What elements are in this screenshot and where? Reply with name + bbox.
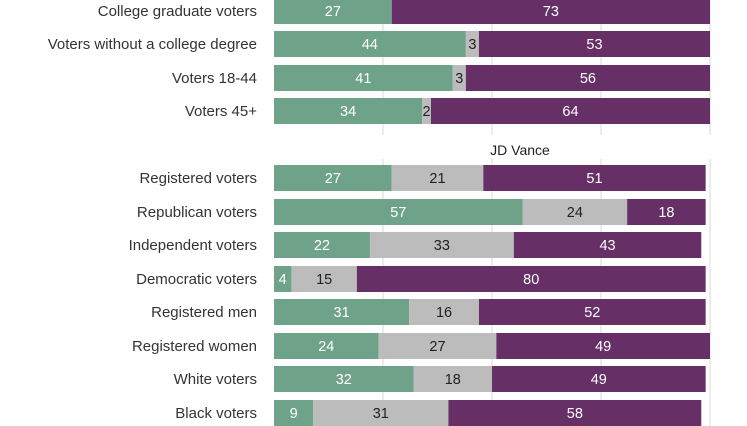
bar-segment (478, 299, 706, 325)
bar-segment (291, 266, 357, 292)
bar-segment (627, 199, 706, 225)
bar-segment (452, 65, 466, 91)
data-label: 53 (586, 37, 602, 53)
row-label: Registered voters (139, 170, 257, 187)
labels: College graduate voters 27 73 Voters withou… (48, 3, 747, 422)
bar-segment (522, 199, 628, 225)
data-label: 16 (436, 305, 452, 321)
data-label: 52 (584, 305, 600, 321)
data-label: 31 (373, 406, 389, 422)
data-label: 2 (423, 104, 431, 120)
data-label: 18 (445, 372, 461, 388)
data-label: 44 (362, 37, 378, 53)
data-label: 56 (580, 71, 596, 87)
data-label: 34 (340, 104, 356, 120)
bar-segment (496, 333, 710, 359)
row-label: Registered men (151, 304, 257, 321)
data-label: 80 (523, 272, 539, 288)
bar-segment (274, 400, 314, 426)
bar-segment (274, 0, 392, 24)
bar-segment (274, 65, 453, 91)
data-label: 27 (429, 339, 445, 355)
bar-segment (274, 31, 466, 57)
data-label: 32 (336, 372, 352, 388)
row-label: Voters 45+ (185, 103, 257, 120)
bar-segment (422, 98, 431, 124)
data-label: 24 (318, 339, 334, 355)
bar-segment (430, 98, 710, 124)
row-label: Democratic voters (136, 271, 257, 288)
data-label: 58 (567, 406, 583, 422)
data-label: 22 (314, 238, 330, 254)
bar-segment (478, 31, 710, 57)
bar-segment (513, 232, 702, 258)
row-label: Voters without a college degree (48, 36, 257, 53)
bar-segment (413, 366, 492, 392)
data-label: 64 (562, 104, 578, 120)
bar-segment (356, 266, 706, 292)
data-label: 49 (591, 372, 607, 388)
bar-segment (274, 366, 414, 392)
bars (274, 0, 710, 426)
row-label: College graduate voters (98, 3, 257, 20)
bar-segment (274, 232, 370, 258)
bar-segment (391, 165, 484, 191)
bar-segment (274, 199, 523, 225)
bar-segment (409, 299, 479, 325)
row-label: Republican voters (137, 204, 257, 221)
bar-segment (391, 0, 710, 24)
bar-segment (369, 232, 514, 258)
data-label: 18 (658, 205, 674, 221)
data-label: 33 (434, 238, 450, 254)
data-label: 27 (325, 171, 341, 187)
section-title: JD Vance (490, 142, 550, 158)
row-label: Black voters (175, 405, 257, 422)
row-label: Independent voters (129, 237, 257, 254)
data-label: 41 (355, 71, 371, 87)
data-label: 9 (290, 406, 298, 422)
bar-segment (274, 266, 292, 292)
data-label: 3 (468, 37, 476, 53)
data-label: 57 (390, 205, 406, 221)
bar-segment (313, 400, 449, 426)
bar-segment (448, 400, 702, 426)
bar-segment (465, 65, 710, 91)
bar-segment (274, 98, 423, 124)
data-label: 27 (325, 4, 341, 20)
data-label: 3 (455, 71, 463, 87)
row-label: Registered women (132, 338, 257, 355)
bar-segment (274, 299, 410, 325)
bar-segment (465, 31, 479, 57)
data-label: 51 (586, 171, 602, 187)
data-label: 49 (595, 339, 611, 355)
bar-segment (274, 333, 379, 359)
data-label: 15 (316, 272, 332, 288)
data-label: 21 (429, 171, 445, 187)
data-label: 24 (567, 205, 583, 221)
data-label: 43 (599, 238, 615, 254)
row-label: White voters (174, 371, 257, 388)
data-label: 31 (334, 305, 350, 321)
bar-segment (274, 165, 392, 191)
row-label: Voters 18-44 (172, 70, 257, 87)
bar-segment (492, 366, 706, 392)
bar-segment (378, 333, 497, 359)
bar-segment (483, 165, 706, 191)
section-title-background (272, 135, 747, 159)
data-label: 73 (543, 4, 559, 20)
data-label: 4 (279, 272, 287, 288)
